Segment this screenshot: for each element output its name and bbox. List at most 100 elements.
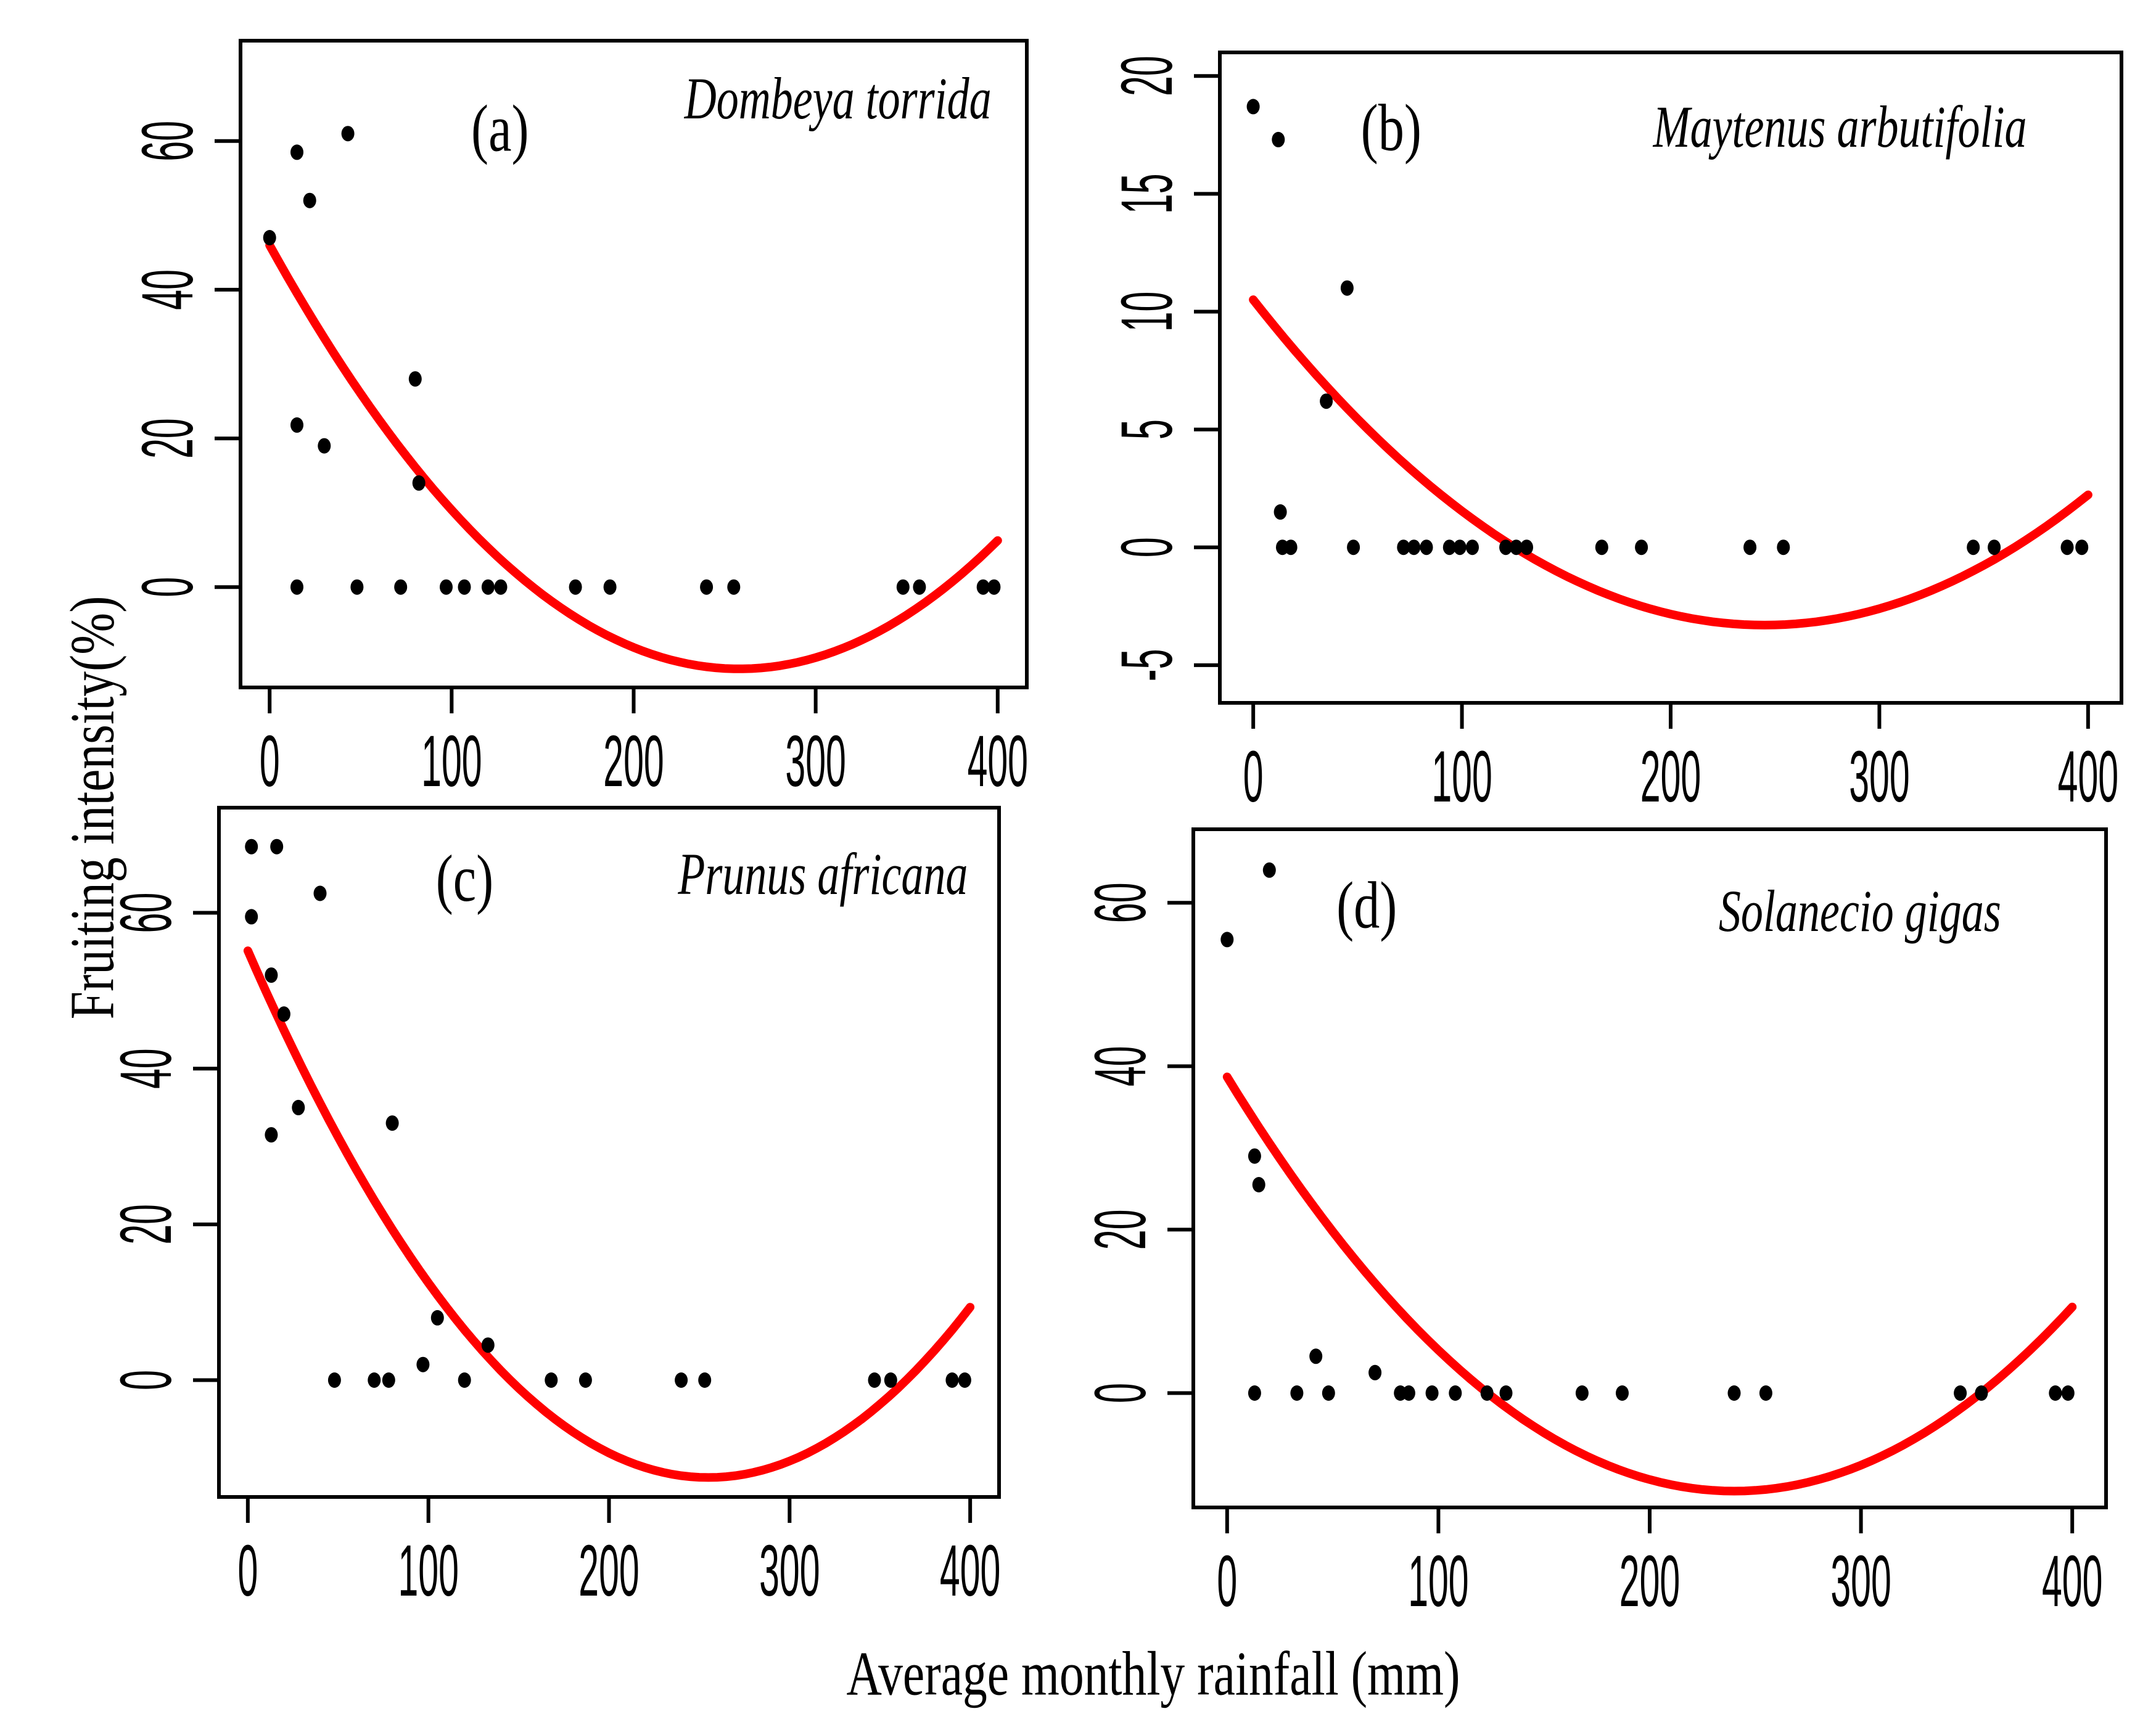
fit-curve [1249,295,2092,629]
y-tick-label: 0 [105,1370,187,1390]
data-point [1449,1385,1462,1401]
data-point [1975,1385,1988,1401]
data-point [2049,1385,2062,1401]
x-tick-label: 100 [1408,1541,1468,1622]
data-point [265,967,278,983]
x-tick-label: 100 [421,721,482,802]
data-point [385,1115,399,1131]
x-tick-label: 200 [603,721,664,802]
data-point [412,475,426,491]
data-point [290,579,303,595]
panel-b-chart: 0 100 200 300 400 -5 0 5 10 15 20 (b) Maytenus arbut… [1106,51,2123,817]
y-tick-label: 60 [105,893,187,933]
data-point [303,192,316,208]
x-tick-label: 400 [2042,1541,2102,1622]
data-point [458,579,471,595]
x-tick-label: 200 [1640,736,1701,818]
y-tick-label: 0 [127,577,208,597]
data-point [2061,1385,2075,1401]
y-axis-label: Fruiting intensity(%) [57,596,128,1020]
data-point [263,230,276,245]
data-point [1248,1148,1261,1164]
fit-curve [265,240,1002,673]
data-point [958,1372,971,1388]
data-point [1954,1385,1967,1401]
y-tick-label: 40 [105,1048,187,1089]
data-point [341,126,355,142]
data-point [1397,539,1410,556]
data-point [1499,539,1513,556]
data-point [1727,1385,1741,1401]
data-point [327,1372,341,1388]
y-tick-label: 60 [127,121,208,162]
data-point [290,144,303,160]
y-tick-label: 15 [1106,174,1188,215]
data-point [1252,1177,1265,1192]
panel-d-chart: 0 100 200 300 400 0 20 40 60 (d) Solanecio gigas [1080,827,2108,1622]
data-point [603,579,617,595]
data-point [1466,539,1479,556]
x-tick-label: 400 [940,1530,1000,1612]
data-point [458,1372,471,1388]
fit-curve [243,946,975,1482]
data-point [1595,539,1608,556]
data-point [440,579,453,595]
x-tick-label: 400 [2058,736,2118,818]
data-point [1309,1348,1323,1364]
data-point [1480,1385,1494,1401]
y-tick-label: 0 [1106,537,1188,557]
data-point [976,579,990,595]
data-point [270,838,284,855]
data-point [245,909,258,925]
data-point [1635,539,1648,556]
data-point [2060,539,2074,556]
data-point [1759,1385,1772,1401]
y-tick-label: 10 [1106,292,1188,332]
data-point [1777,539,1790,556]
panel-plot-box [217,806,1001,1499]
panel-c-chart: 0 100 200 300 400 0 20 40 60 (c) Prunus africana [105,806,1001,1611]
data-point [368,1372,381,1388]
data-point [945,1372,959,1388]
panel-title: Prunus africana [678,842,968,907]
data-point [1284,539,1298,556]
data-point [1402,1385,1415,1401]
data-point [913,579,926,595]
data-point [1453,539,1467,556]
y-tick-label: 20 [1080,1210,1161,1250]
fit-curve [1222,1072,2077,1496]
data-point [569,579,582,595]
data-point [1420,539,1433,556]
data-point [578,1372,592,1388]
data-point [727,579,741,595]
data-point [1425,1385,1439,1401]
data-point [1510,539,1523,556]
data-point [675,1372,688,1388]
data-point [1407,539,1421,556]
data-point [1248,1385,1261,1401]
panel-title: Maytenus arbutifolia [1653,94,2027,160]
data-point [1520,539,1533,556]
data-point [700,579,714,595]
data-point [1499,1385,1513,1401]
y-tick-label: 0 [1080,1383,1161,1403]
data-point [318,438,331,454]
data-point [1322,1385,1335,1401]
panel-letter: (d) [1336,869,1397,942]
data-point [896,579,910,595]
data-point [987,579,1001,595]
data-point [868,1372,881,1388]
x-tick-label: 300 [759,1530,820,1612]
x-tick-label: 400 [968,721,1028,802]
x-tick-label: 200 [578,1530,639,1612]
x-axis-label: Average monthly rainfall (mm) [846,1639,1460,1709]
data-point [430,1310,444,1326]
data-point [1988,539,2001,556]
data-point [1743,539,1757,556]
x-tick-label: 300 [785,721,846,802]
data-point [698,1372,712,1388]
panel-a-chart: 0 100 200 300 400 0 20 40 60 (a) Dombeya torrida [127,39,1029,802]
x-tick-label: 300 [1849,736,1909,818]
data-point [408,371,422,387]
